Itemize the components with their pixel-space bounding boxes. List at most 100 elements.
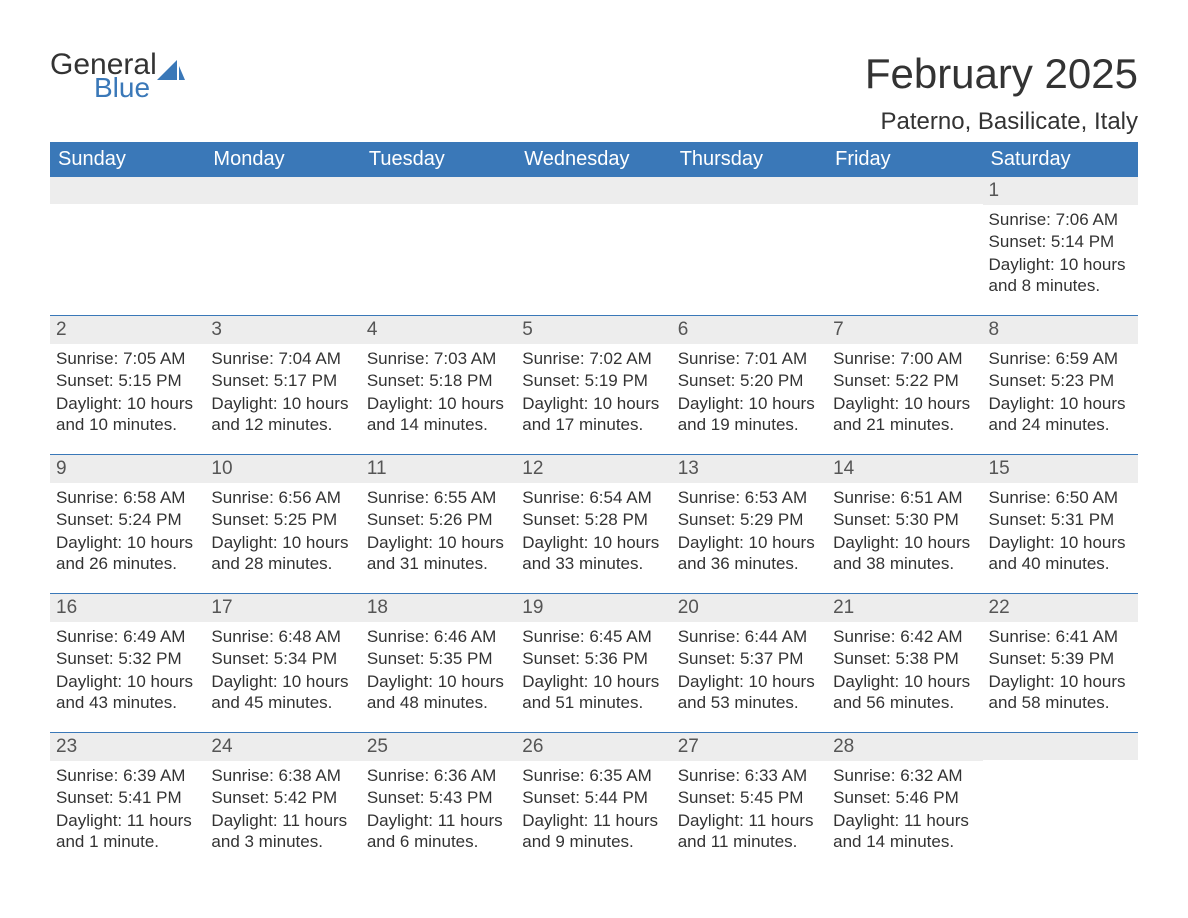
day-body: Sunrise: 6:39 AMSunset: 5:41 PMDaylight:… (50, 761, 205, 852)
daylight-text: Daylight: 10 hours and 45 minutes. (211, 671, 354, 714)
day-number (827, 177, 982, 204)
day-body: Sunrise: 6:46 AMSunset: 5:35 PMDaylight:… (361, 622, 516, 713)
sunrise-text: Sunrise: 6:38 AM (211, 765, 354, 786)
day-number: 7 (827, 316, 982, 344)
weekday-header: Wednesday (516, 142, 671, 177)
daylight-text: Daylight: 10 hours and 40 minutes. (989, 532, 1132, 575)
day-cell: 12Sunrise: 6:54 AMSunset: 5:28 PMDayligh… (516, 455, 671, 593)
daylight-text: Daylight: 10 hours and 28 minutes. (211, 532, 354, 575)
sunrise-text: Sunrise: 6:45 AM (522, 626, 665, 647)
daylight-text: Daylight: 10 hours and 53 minutes. (678, 671, 821, 714)
sunrise-text: Sunrise: 6:39 AM (56, 765, 199, 786)
sunrise-text: Sunrise: 6:51 AM (833, 487, 976, 508)
sunset-text: Sunset: 5:28 PM (522, 509, 665, 530)
day-body: Sunrise: 6:45 AMSunset: 5:36 PMDaylight:… (516, 622, 671, 713)
day-number (516, 177, 671, 204)
week-row: 2Sunrise: 7:05 AMSunset: 5:15 PMDaylight… (50, 315, 1138, 454)
logo-sail-icon (157, 60, 185, 84)
day-number: 3 (205, 316, 360, 344)
sunset-text: Sunset: 5:35 PM (367, 648, 510, 669)
day-cell: 24Sunrise: 6:38 AMSunset: 5:42 PMDayligh… (205, 733, 360, 871)
day-body: Sunrise: 6:35 AMSunset: 5:44 PMDaylight:… (516, 761, 671, 852)
day-number: 15 (983, 455, 1138, 483)
day-cell (50, 177, 205, 315)
daylight-text: Daylight: 10 hours and 24 minutes. (989, 393, 1132, 436)
sunrise-text: Sunrise: 6:58 AM (56, 487, 199, 508)
day-body: Sunrise: 6:51 AMSunset: 5:30 PMDaylight:… (827, 483, 982, 574)
day-number: 13 (672, 455, 827, 483)
day-cell: 8Sunrise: 6:59 AMSunset: 5:23 PMDaylight… (983, 316, 1138, 454)
day-body: Sunrise: 7:02 AMSunset: 5:19 PMDaylight:… (516, 344, 671, 435)
sunset-text: Sunset: 5:17 PM (211, 370, 354, 391)
day-cell: 18Sunrise: 6:46 AMSunset: 5:35 PMDayligh… (361, 594, 516, 732)
month-title: February 2025 (865, 50, 1138, 98)
sunset-text: Sunset: 5:24 PM (56, 509, 199, 530)
sunset-text: Sunset: 5:18 PM (367, 370, 510, 391)
day-number: 6 (672, 316, 827, 344)
sunset-text: Sunset: 5:39 PM (989, 648, 1132, 669)
sunset-text: Sunset: 5:38 PM (833, 648, 976, 669)
day-cell: 10Sunrise: 6:56 AMSunset: 5:25 PMDayligh… (205, 455, 360, 593)
day-cell: 11Sunrise: 6:55 AMSunset: 5:26 PMDayligh… (361, 455, 516, 593)
day-cell: 5Sunrise: 7:02 AMSunset: 5:19 PMDaylight… (516, 316, 671, 454)
day-body: Sunrise: 6:58 AMSunset: 5:24 PMDaylight:… (50, 483, 205, 574)
sunrise-text: Sunrise: 7:05 AM (56, 348, 199, 369)
day-body: Sunrise: 7:04 AMSunset: 5:17 PMDaylight:… (205, 344, 360, 435)
title-block: February 2025 Paterno, Basilicate, Italy (865, 50, 1138, 136)
day-number: 8 (983, 316, 1138, 344)
day-number: 11 (361, 455, 516, 483)
day-number: 1 (983, 177, 1138, 205)
day-number: 28 (827, 733, 982, 761)
day-cell: 7Sunrise: 7:00 AMSunset: 5:22 PMDaylight… (827, 316, 982, 454)
day-body: Sunrise: 6:44 AMSunset: 5:37 PMDaylight:… (672, 622, 827, 713)
day-cell (361, 177, 516, 315)
day-cell: 9Sunrise: 6:58 AMSunset: 5:24 PMDaylight… (50, 455, 205, 593)
day-number: 26 (516, 733, 671, 761)
day-body: Sunrise: 7:03 AMSunset: 5:18 PMDaylight:… (361, 344, 516, 435)
sunrise-text: Sunrise: 6:49 AM (56, 626, 199, 647)
day-number: 9 (50, 455, 205, 483)
day-number: 2 (50, 316, 205, 344)
sunrise-text: Sunrise: 6:59 AM (989, 348, 1132, 369)
day-cell: 13Sunrise: 6:53 AMSunset: 5:29 PMDayligh… (672, 455, 827, 593)
day-cell: 23Sunrise: 6:39 AMSunset: 5:41 PMDayligh… (50, 733, 205, 871)
day-number: 21 (827, 594, 982, 622)
sunrise-text: Sunrise: 7:04 AM (211, 348, 354, 369)
sunrise-text: Sunrise: 6:53 AM (678, 487, 821, 508)
day-cell: 17Sunrise: 6:48 AMSunset: 5:34 PMDayligh… (205, 594, 360, 732)
daylight-text: Daylight: 10 hours and 12 minutes. (211, 393, 354, 436)
day-body: Sunrise: 6:42 AMSunset: 5:38 PMDaylight:… (827, 622, 982, 713)
sunrise-text: Sunrise: 6:42 AM (833, 626, 976, 647)
sunset-text: Sunset: 5:45 PM (678, 787, 821, 808)
sunset-text: Sunset: 5:23 PM (989, 370, 1132, 391)
day-number: 19 (516, 594, 671, 622)
daylight-text: Daylight: 10 hours and 19 minutes. (678, 393, 821, 436)
day-body: Sunrise: 7:06 AMSunset: 5:14 PMDaylight:… (983, 205, 1138, 296)
sunset-text: Sunset: 5:14 PM (989, 231, 1132, 252)
sunset-text: Sunset: 5:46 PM (833, 787, 976, 808)
sunrise-text: Sunrise: 6:48 AM (211, 626, 354, 647)
sunrise-text: Sunrise: 7:06 AM (989, 209, 1132, 230)
day-number (50, 177, 205, 204)
day-body: Sunrise: 7:01 AMSunset: 5:20 PMDaylight:… (672, 344, 827, 435)
day-number: 4 (361, 316, 516, 344)
daylight-text: Daylight: 10 hours and 33 minutes. (522, 532, 665, 575)
day-number: 27 (672, 733, 827, 761)
day-cell: 15Sunrise: 6:50 AMSunset: 5:31 PMDayligh… (983, 455, 1138, 593)
day-number (672, 177, 827, 204)
day-number: 5 (516, 316, 671, 344)
day-body: Sunrise: 6:56 AMSunset: 5:25 PMDaylight:… (205, 483, 360, 574)
logo-word2: Blue (94, 74, 157, 102)
daylight-text: Daylight: 10 hours and 56 minutes. (833, 671, 976, 714)
daylight-text: Daylight: 10 hours and 14 minutes. (367, 393, 510, 436)
sunrise-text: Sunrise: 6:32 AM (833, 765, 976, 786)
sunset-text: Sunset: 5:30 PM (833, 509, 976, 530)
sunset-text: Sunset: 5:22 PM (833, 370, 976, 391)
day-number: 23 (50, 733, 205, 761)
sunrise-text: Sunrise: 6:55 AM (367, 487, 510, 508)
day-body: Sunrise: 6:59 AMSunset: 5:23 PMDaylight:… (983, 344, 1138, 435)
sunrise-text: Sunrise: 6:41 AM (989, 626, 1132, 647)
logo-text: General Blue (50, 50, 157, 102)
day-cell: 20Sunrise: 6:44 AMSunset: 5:37 PMDayligh… (672, 594, 827, 732)
daylight-text: Daylight: 10 hours and 31 minutes. (367, 532, 510, 575)
